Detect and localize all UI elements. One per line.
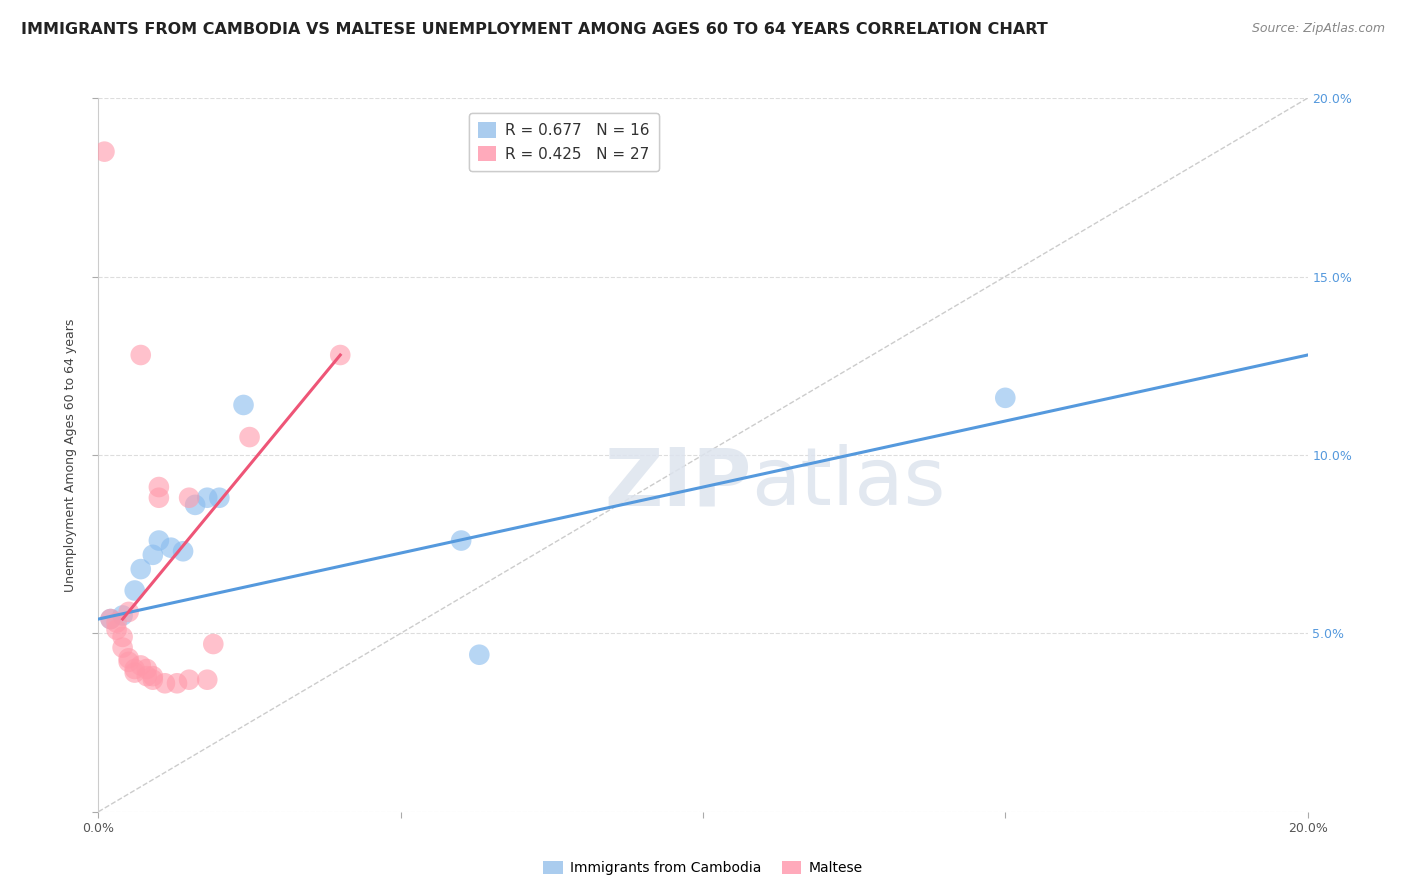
- Point: [195, 491, 218, 505]
- Point: [105, 623, 128, 637]
- Point: [153, 676, 176, 690]
- Y-axis label: Unemployment Among Ages 60 to 64 years: Unemployment Among Ages 60 to 64 years: [63, 318, 77, 591]
- Legend: R = 0.677   N = 16, R = 0.425   N = 27: R = 0.677 N = 16, R = 0.425 N = 27: [468, 113, 659, 171]
- Point: [172, 544, 194, 558]
- Text: atlas: atlas: [751, 444, 946, 523]
- Point: [208, 491, 231, 505]
- Point: [468, 648, 491, 662]
- Point: [129, 562, 152, 576]
- Point: [142, 669, 165, 683]
- Point: [105, 615, 128, 630]
- Point: [329, 348, 352, 362]
- Point: [100, 612, 122, 626]
- Point: [111, 640, 134, 655]
- Point: [124, 662, 146, 676]
- Point: [129, 658, 152, 673]
- Point: [179, 673, 201, 687]
- Point: [135, 669, 157, 683]
- Point: [450, 533, 472, 548]
- Point: [124, 665, 146, 680]
- Point: [202, 637, 225, 651]
- Point: [179, 491, 201, 505]
- Point: [160, 541, 183, 555]
- Point: [142, 548, 165, 562]
- Point: [111, 608, 134, 623]
- Point: [148, 491, 170, 505]
- Point: [118, 655, 141, 669]
- Point: [232, 398, 254, 412]
- Point: [118, 651, 141, 665]
- Point: [239, 430, 262, 444]
- Text: ZIP: ZIP: [605, 444, 751, 523]
- Point: [111, 630, 134, 644]
- Point: [135, 662, 157, 676]
- Point: [148, 533, 170, 548]
- Point: [142, 673, 165, 687]
- Point: [124, 583, 146, 598]
- Text: IMMIGRANTS FROM CAMBODIA VS MALTESE UNEMPLOYMENT AMONG AGES 60 TO 64 YEARS CORRE: IMMIGRANTS FROM CAMBODIA VS MALTESE UNEM…: [21, 22, 1047, 37]
- Point: [994, 391, 1017, 405]
- Point: [184, 498, 207, 512]
- Legend: Immigrants from Cambodia, Maltese: Immigrants from Cambodia, Maltese: [538, 855, 868, 880]
- Point: [148, 480, 170, 494]
- Point: [166, 676, 188, 690]
- Point: [195, 673, 218, 687]
- Text: Source: ZipAtlas.com: Source: ZipAtlas.com: [1251, 22, 1385, 36]
- Point: [129, 348, 152, 362]
- Point: [118, 605, 141, 619]
- Point: [93, 145, 115, 159]
- Point: [100, 612, 122, 626]
